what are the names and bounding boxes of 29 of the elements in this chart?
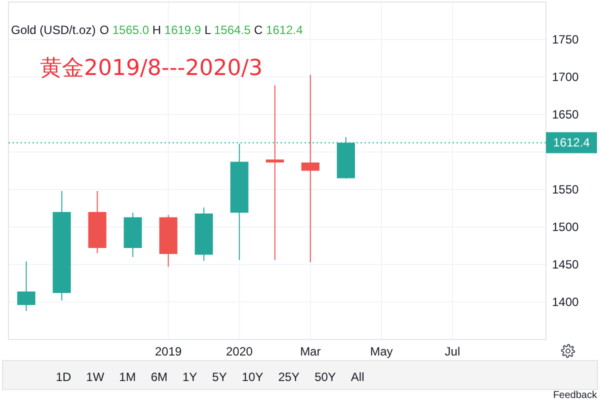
annotation: O 1565.0 H 1619.9 L 1564.5 C 1612.4 [100, 23, 304, 37]
x-tick-label: 2020 [226, 344, 254, 358]
text: 6M [150, 370, 168, 384]
text: 50Y [314, 370, 336, 384]
y-tick-label: 1500 [552, 220, 580, 234]
text: Feedback [553, 390, 598, 400]
text: 1W [86, 370, 105, 384]
ref-line-label: 1612.4 [553, 136, 590, 150]
y-tick-label: 1450 [552, 258, 580, 272]
y-tick-label: 1400 [552, 295, 580, 309]
text: 黄金2019/8---2020/3 [40, 56, 263, 81]
text: 5Y [212, 370, 227, 384]
text: All [350, 370, 364, 384]
text: Gold (USD/t.oz) [11, 23, 96, 37]
candlestick [17, 261, 36, 312]
y-tick-label: 1700 [552, 70, 580, 84]
text: 1M [119, 370, 136, 384]
x-tick-label: Jul [444, 344, 460, 358]
y-tick-label: 1750 [552, 32, 580, 46]
text: 25Y [278, 370, 300, 384]
text: 1Y [182, 370, 198, 384]
text: 10Y [242, 370, 264, 384]
y-tick-label: 1650 [552, 108, 580, 122]
x-tick-label: May [370, 344, 393, 358]
text: 1D [56, 370, 72, 384]
x-tick-label: Mar [300, 344, 321, 358]
x-tick-label: 2019 [154, 344, 182, 358]
candlestick [266, 84, 284, 260]
y-tick-label: 1550 [552, 182, 580, 196]
